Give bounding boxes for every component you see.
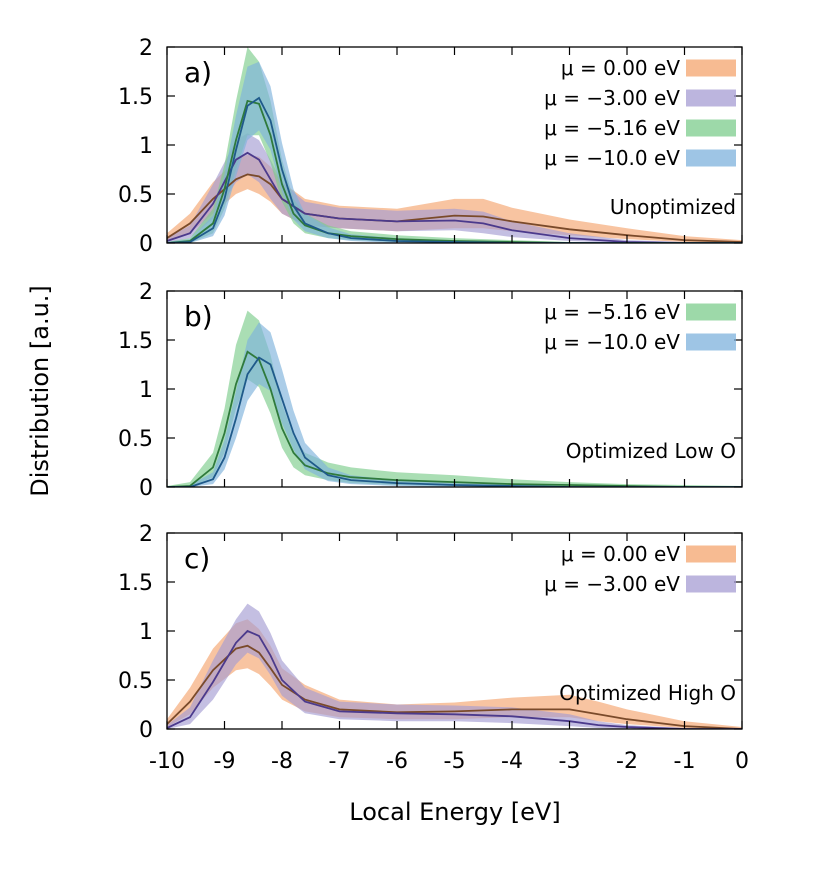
x-tick-label: -6 xyxy=(386,749,408,774)
mean-line-series-1 xyxy=(167,644,742,729)
y-tick-label: 2 xyxy=(139,522,153,547)
legend-swatch xyxy=(686,119,736,137)
legend-label: μ = 0.00 eV xyxy=(561,542,680,566)
legend-item: μ = −5.16 eV xyxy=(544,300,736,324)
legend-swatch xyxy=(686,333,736,351)
legend-item: μ = −3.00 eV xyxy=(544,86,736,110)
y-tick-label: 1 xyxy=(139,620,153,645)
band-series-4 xyxy=(167,61,742,243)
x-tick-label: -9 xyxy=(214,749,236,774)
legend-label: μ = −10.0 eV xyxy=(544,330,680,354)
legend-label: μ = 0.00 eV xyxy=(561,56,680,80)
legend: μ = 0.00 eV μ = −3.00 eV xyxy=(544,542,736,596)
legend-label: μ = −5.16 eV xyxy=(544,300,680,324)
mean-line-series-2 xyxy=(167,629,742,729)
legend-swatch xyxy=(686,303,736,321)
x-tick-label: -10 xyxy=(149,749,185,774)
mean-line-series-4 xyxy=(167,96,742,243)
x-tick-label: -1 xyxy=(674,749,696,774)
x-tick-label: -3 xyxy=(559,749,581,774)
legend-item: μ = −10.0 eV xyxy=(544,330,736,354)
plot-area xyxy=(167,603,742,729)
y-tick-label: 1.5 xyxy=(118,571,153,596)
x-axis-title: Local Energy [eV] xyxy=(349,798,560,826)
y-tick-label: 1 xyxy=(139,134,153,159)
panel-label: a) xyxy=(184,56,212,89)
legend-item: μ = −10.0 eV xyxy=(544,146,736,170)
y-tick-label: 1.5 xyxy=(118,329,153,354)
y-tick-label: 0.5 xyxy=(118,183,153,208)
x-tick-label: -5 xyxy=(444,749,466,774)
mean-line-series-1 xyxy=(167,350,742,487)
y-tick-label: 0 xyxy=(139,718,153,743)
y-tick-label: 2 xyxy=(139,280,153,305)
panel-a: 0 0.5 1 1.5 2 a) μ = 0.00 eV μ = −3.00 eV μ = −5… xyxy=(118,36,743,257)
legend-label: μ = −3.00 eV xyxy=(544,572,680,596)
x-tick-label: 0 xyxy=(735,749,749,774)
legend-item: μ = −3.00 eV xyxy=(544,572,736,596)
y-axis-title: Distribution [a.u.] xyxy=(26,285,54,497)
legend-label: μ = −10.0 eV xyxy=(544,146,680,170)
x-tick-label: -2 xyxy=(616,749,638,774)
legend: μ = 0.00 eV μ = −3.00 eV μ = −5.16 eV μ = −… xyxy=(544,56,736,170)
band-series-2 xyxy=(167,603,742,729)
legend-swatch xyxy=(686,149,736,167)
y-tick-label: 1 xyxy=(139,378,153,403)
legend-item: μ = 0.00 eV xyxy=(561,542,736,566)
legend-label: μ = −3.00 eV xyxy=(544,86,680,110)
legend-item: μ = −5.16 eV xyxy=(544,116,736,140)
legend-label: μ = −5.16 eV xyxy=(544,116,680,140)
y-tick-label: 1.5 xyxy=(118,85,153,110)
legend-swatch xyxy=(686,545,736,563)
panel-label: c) xyxy=(184,542,210,575)
panel-label: b) xyxy=(184,300,213,333)
panel-c: -10 -9 -8 -7 -6 -5 -4 -3 -2 -1 000.511.52c) μ = 0.0… xyxy=(118,522,749,774)
x-tick-label: -4 xyxy=(501,749,523,774)
panel-annotation: Optimized High O xyxy=(559,681,736,705)
panel-annotation: Optimized Low O xyxy=(566,439,736,463)
y-tick-label: 2 xyxy=(139,36,153,61)
legend-swatch xyxy=(686,59,736,77)
band-series-2 xyxy=(167,322,742,487)
band-series-2 xyxy=(167,133,742,243)
y-tick-label: 0.5 xyxy=(118,427,153,452)
panels: 0 0.5 1 1.5 2 a) μ = 0.00 eV μ = −3.00 eV μ = −5… xyxy=(118,36,749,774)
y-tick-label: 0.5 xyxy=(118,669,153,694)
panel-annotation: Unoptimized xyxy=(610,195,736,219)
legend: μ = −5.16 eV μ = −10.0 eV xyxy=(544,300,736,354)
y-tick-label: 0 xyxy=(139,476,153,501)
x-tick-label: -7 xyxy=(329,749,351,774)
legend-item: μ = 0.00 eV xyxy=(561,56,736,80)
legend-swatch xyxy=(686,89,736,107)
x-tick-label: -8 xyxy=(271,749,293,774)
legend-swatch xyxy=(686,575,736,593)
panel-b: 0 0.5 1 1.5 2 b) μ = −5.16 eV μ = −10.0 eV Optim… xyxy=(118,280,743,501)
y-tick-label: 0 xyxy=(139,232,153,257)
